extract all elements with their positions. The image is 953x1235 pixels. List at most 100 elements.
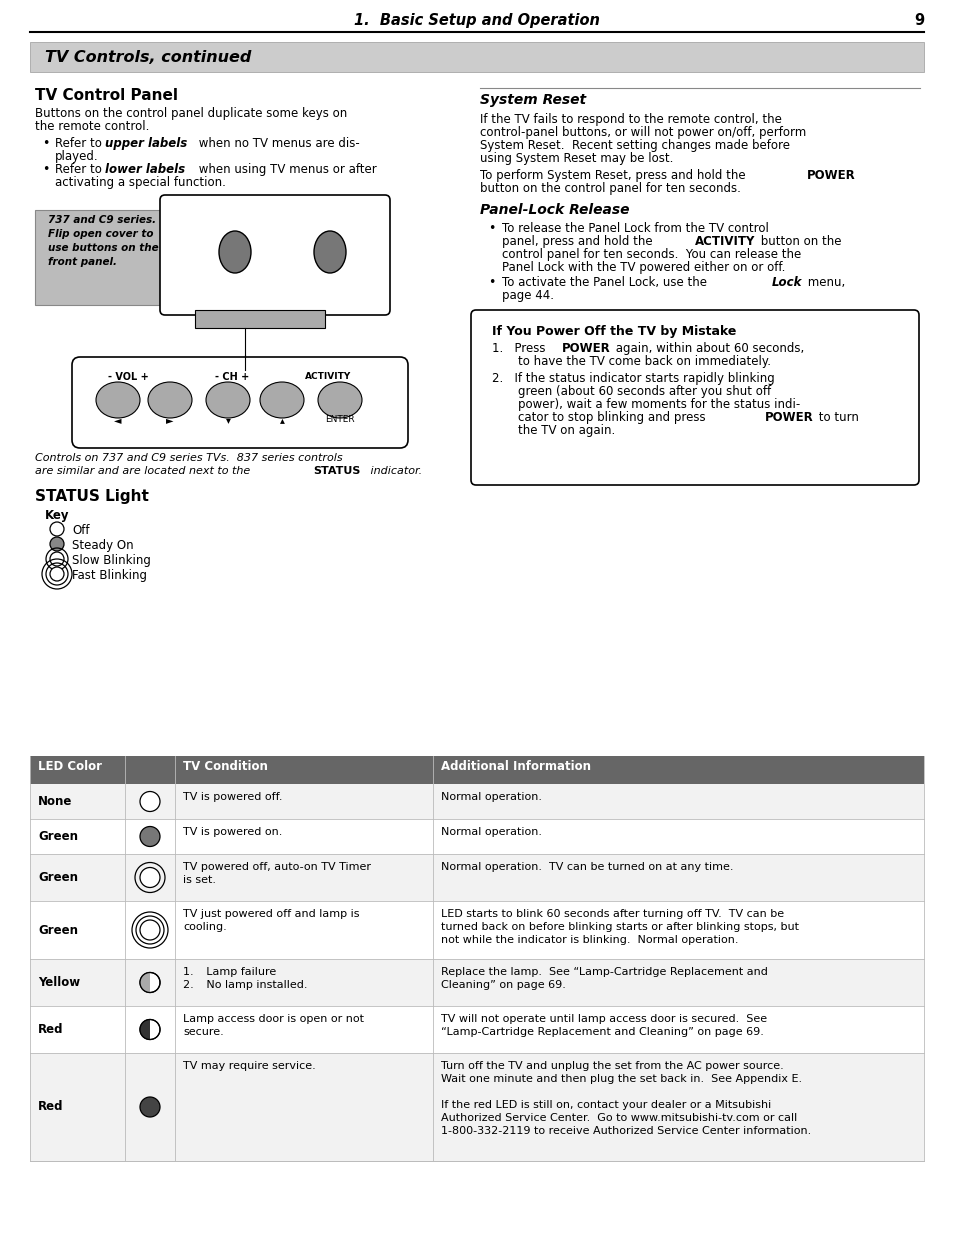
Text: LED starts to blink 60 seconds after turning off TV.  TV can be: LED starts to blink 60 seconds after tur… xyxy=(440,909,783,919)
Text: System Reset: System Reset xyxy=(479,93,585,107)
Text: to turn: to turn xyxy=(814,411,858,424)
Text: the remote control.: the remote control. xyxy=(35,120,150,133)
Text: activating a special function.: activating a special function. xyxy=(55,177,226,189)
Circle shape xyxy=(140,792,160,811)
Text: button on the: button on the xyxy=(757,235,841,248)
Text: 2.   If the status indicator starts rapidly blinking: 2. If the status indicator starts rapidl… xyxy=(492,372,774,385)
Text: using System Reset may be lost.: using System Reset may be lost. xyxy=(479,152,673,165)
Text: control-panel buttons, or will not power on/off, perform: control-panel buttons, or will not power… xyxy=(479,126,805,140)
Text: secure.: secure. xyxy=(183,1028,224,1037)
Text: ▴: ▴ xyxy=(279,415,284,425)
Text: •: • xyxy=(42,137,50,149)
Circle shape xyxy=(50,537,64,551)
Text: STATUS Light: STATUS Light xyxy=(35,489,149,504)
Circle shape xyxy=(50,567,64,580)
FancyBboxPatch shape xyxy=(30,819,923,853)
Text: Key: Key xyxy=(45,509,70,522)
Text: ENTER: ENTER xyxy=(325,415,355,424)
Text: Panel-Lock Release: Panel-Lock Release xyxy=(479,203,629,217)
Text: turned back on before blinking starts or after blinking stops, but: turned back on before blinking starts or… xyxy=(440,923,799,932)
Text: Slow Blinking: Slow Blinking xyxy=(71,555,151,567)
Text: Steady On: Steady On xyxy=(71,538,133,552)
Text: Authorized Service Center.  Go to www.mitsubishi-tv.com or call: Authorized Service Center. Go to www.mit… xyxy=(440,1113,797,1123)
Text: control panel for ten seconds.  You can release the: control panel for ten seconds. You can r… xyxy=(501,248,801,261)
Text: Additional Information: Additional Information xyxy=(440,760,590,773)
Ellipse shape xyxy=(317,382,361,417)
FancyBboxPatch shape xyxy=(160,195,390,315)
FancyBboxPatch shape xyxy=(30,902,923,960)
Text: If You Power Off the TV by Mistake: If You Power Off the TV by Mistake xyxy=(492,325,736,338)
Text: System Reset.  Recent setting changes made before: System Reset. Recent setting changes mad… xyxy=(479,140,789,152)
Text: not while the indicator is blinking.  Normal operation.: not while the indicator is blinking. Nor… xyxy=(440,935,738,945)
Text: TV Condition: TV Condition xyxy=(183,760,268,773)
Circle shape xyxy=(140,867,160,888)
Text: Fast Blinking: Fast Blinking xyxy=(71,569,147,582)
Text: to have the TV come back on immediately.: to have the TV come back on immediately. xyxy=(517,354,770,368)
Text: Wait one minute and then plug the set back in.  See Appendix E.: Wait one minute and then plug the set ba… xyxy=(440,1074,801,1084)
Text: cator to stop blinking and press: cator to stop blinking and press xyxy=(517,411,709,424)
Text: ▾: ▾ xyxy=(225,415,231,425)
Text: Flip open cover to: Flip open cover to xyxy=(48,228,153,240)
Text: Red: Red xyxy=(38,1100,64,1114)
Text: 1.   Lamp failure: 1. Lamp failure xyxy=(183,967,276,977)
Text: Controls on 737 and C9 series TVs.  837 series controls: Controls on 737 and C9 series TVs. 837 s… xyxy=(35,453,342,463)
Text: page 44.: page 44. xyxy=(501,289,554,303)
Text: Red: Red xyxy=(38,1023,64,1036)
Text: To release the Panel Lock from the TV control: To release the Panel Lock from the TV co… xyxy=(501,222,768,235)
Text: green (about 60 seconds after you shut off: green (about 60 seconds after you shut o… xyxy=(517,385,770,398)
FancyBboxPatch shape xyxy=(471,310,918,485)
Text: POWER: POWER xyxy=(806,169,855,182)
Text: Green: Green xyxy=(38,924,78,936)
Text: lower labels: lower labels xyxy=(105,163,185,177)
Text: Normal operation.: Normal operation. xyxy=(440,827,541,837)
Text: ◄: ◄ xyxy=(114,415,122,425)
Text: TV will not operate until lamp access door is secured.  See: TV will not operate until lamp access do… xyxy=(440,1014,766,1024)
Text: the TV on again.: the TV on again. xyxy=(517,424,615,437)
Text: when no TV menus are dis-: when no TV menus are dis- xyxy=(194,137,359,149)
Text: •: • xyxy=(488,222,495,235)
Text: TV is powered off.: TV is powered off. xyxy=(183,792,282,802)
Text: To activate the Panel Lock, use the: To activate the Panel Lock, use the xyxy=(501,275,710,289)
Text: power), wait a few moments for the status indi-: power), wait a few moments for the statu… xyxy=(517,398,800,411)
Text: If the TV fails to respond to the remote control, the: If the TV fails to respond to the remote… xyxy=(479,112,781,126)
Text: If the red LED is still on, contact your dealer or a Mitsubishi: If the red LED is still on, contact your… xyxy=(440,1100,770,1110)
Circle shape xyxy=(140,1097,160,1116)
Text: 1-800-332-2119 to receive Authorized Service Center information.: 1-800-332-2119 to receive Authorized Ser… xyxy=(440,1126,810,1136)
Text: indicator.: indicator. xyxy=(367,466,421,475)
Text: POWER: POWER xyxy=(764,411,813,424)
FancyBboxPatch shape xyxy=(30,960,923,1007)
Text: Green: Green xyxy=(38,871,78,884)
Text: Refer to: Refer to xyxy=(55,163,106,177)
Text: are similar and are located next to the: are similar and are located next to the xyxy=(35,466,253,475)
Wedge shape xyxy=(140,1020,150,1040)
Circle shape xyxy=(50,552,64,566)
Text: Panel Lock with the TV powered either on or off.: Panel Lock with the TV powered either on… xyxy=(501,261,784,274)
Text: Lamp access door is open or not: Lamp access door is open or not xyxy=(183,1014,364,1024)
Text: 1.  Basic Setup and Operation: 1. Basic Setup and Operation xyxy=(354,14,599,28)
FancyBboxPatch shape xyxy=(71,357,408,448)
FancyBboxPatch shape xyxy=(30,42,923,72)
Text: Replace the lamp.  See “Lamp-Cartridge Replacement and: Replace the lamp. See “Lamp-Cartridge Re… xyxy=(440,967,767,977)
Text: - VOL +: - VOL + xyxy=(108,372,149,382)
Text: None: None xyxy=(38,795,72,808)
FancyBboxPatch shape xyxy=(30,784,923,819)
Ellipse shape xyxy=(96,382,140,417)
Circle shape xyxy=(50,522,64,536)
Text: ►: ► xyxy=(166,415,173,425)
Text: cooling.: cooling. xyxy=(183,923,227,932)
Text: Green: Green xyxy=(38,830,78,844)
Text: •: • xyxy=(488,275,495,289)
Text: TV is powered on.: TV is powered on. xyxy=(183,827,282,837)
Text: TV powered off, auto-on TV Timer: TV powered off, auto-on TV Timer xyxy=(183,862,371,872)
Text: “Lamp-Cartridge Replacement and Cleaning” on page 69.: “Lamp-Cartridge Replacement and Cleaning… xyxy=(440,1028,763,1037)
FancyBboxPatch shape xyxy=(30,756,923,784)
Circle shape xyxy=(140,826,160,846)
Text: - CH +: - CH + xyxy=(214,372,249,382)
Text: Lock: Lock xyxy=(771,275,801,289)
Ellipse shape xyxy=(314,231,346,273)
Ellipse shape xyxy=(206,382,250,417)
Text: Normal operation.: Normal operation. xyxy=(440,792,541,802)
Text: upper labels: upper labels xyxy=(105,137,187,149)
Text: To perform System Reset, press and hold the: To perform System Reset, press and hold … xyxy=(479,169,749,182)
Text: Normal operation.  TV can be turned on at any time.: Normal operation. TV can be turned on at… xyxy=(440,862,733,872)
